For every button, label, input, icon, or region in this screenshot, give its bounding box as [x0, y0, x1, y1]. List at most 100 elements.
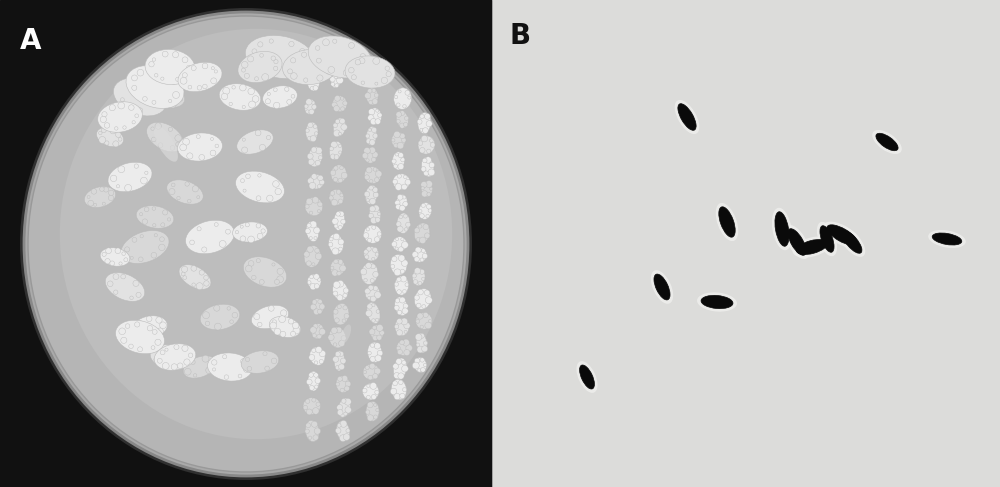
Ellipse shape [316, 402, 320, 406]
Ellipse shape [418, 112, 431, 133]
Ellipse shape [369, 329, 375, 335]
Ellipse shape [719, 207, 735, 237]
Ellipse shape [118, 137, 122, 141]
Ellipse shape [173, 92, 179, 98]
Ellipse shape [396, 204, 401, 209]
Ellipse shape [430, 139, 433, 143]
Ellipse shape [139, 212, 143, 216]
Ellipse shape [184, 359, 190, 365]
Ellipse shape [159, 244, 165, 251]
Ellipse shape [395, 200, 400, 206]
Ellipse shape [397, 226, 403, 232]
Ellipse shape [392, 179, 397, 184]
Ellipse shape [132, 85, 137, 91]
Ellipse shape [368, 213, 373, 218]
Ellipse shape [398, 90, 401, 93]
Ellipse shape [336, 61, 340, 65]
Ellipse shape [312, 263, 315, 266]
Ellipse shape [154, 74, 158, 77]
Ellipse shape [241, 358, 246, 364]
Ellipse shape [305, 197, 323, 216]
Ellipse shape [355, 59, 361, 65]
Ellipse shape [401, 318, 408, 325]
Ellipse shape [928, 230, 966, 248]
Ellipse shape [334, 154, 339, 159]
Ellipse shape [269, 317, 301, 337]
Ellipse shape [375, 119, 381, 124]
Ellipse shape [369, 147, 375, 153]
Ellipse shape [367, 246, 371, 251]
Ellipse shape [311, 174, 317, 179]
Ellipse shape [395, 318, 409, 336]
Ellipse shape [132, 75, 137, 81]
Ellipse shape [371, 264, 376, 269]
Ellipse shape [377, 335, 382, 340]
Ellipse shape [329, 141, 342, 160]
Ellipse shape [205, 321, 210, 326]
Ellipse shape [404, 330, 407, 333]
Ellipse shape [366, 80, 371, 85]
Ellipse shape [313, 324, 318, 329]
Ellipse shape [183, 74, 186, 77]
Ellipse shape [315, 248, 320, 253]
Ellipse shape [425, 181, 432, 187]
Ellipse shape [367, 402, 373, 408]
Ellipse shape [385, 66, 390, 71]
Ellipse shape [103, 187, 109, 192]
Ellipse shape [329, 196, 333, 200]
Ellipse shape [242, 138, 245, 141]
Ellipse shape [364, 249, 368, 254]
Ellipse shape [344, 314, 349, 318]
Ellipse shape [369, 186, 373, 190]
Ellipse shape [329, 189, 344, 205]
Ellipse shape [343, 101, 347, 106]
Ellipse shape [336, 74, 342, 79]
Ellipse shape [91, 188, 97, 194]
Ellipse shape [370, 279, 374, 282]
Ellipse shape [333, 281, 348, 300]
Ellipse shape [118, 166, 125, 173]
Ellipse shape [420, 114, 424, 119]
Ellipse shape [366, 167, 372, 173]
Ellipse shape [331, 165, 347, 183]
Ellipse shape [257, 233, 263, 239]
Ellipse shape [343, 70, 349, 76]
Ellipse shape [394, 373, 400, 379]
Ellipse shape [255, 77, 259, 81]
Ellipse shape [371, 82, 376, 86]
Ellipse shape [370, 356, 376, 362]
Ellipse shape [104, 123, 110, 128]
Ellipse shape [308, 36, 372, 78]
Ellipse shape [312, 197, 319, 203]
Ellipse shape [183, 356, 217, 378]
Ellipse shape [345, 381, 351, 387]
Ellipse shape [290, 331, 296, 337]
Ellipse shape [397, 277, 401, 281]
Ellipse shape [147, 325, 153, 331]
Ellipse shape [421, 187, 424, 190]
Ellipse shape [187, 199, 191, 203]
Ellipse shape [337, 281, 344, 287]
Ellipse shape [827, 225, 857, 245]
Ellipse shape [421, 135, 428, 142]
Ellipse shape [339, 247, 343, 251]
Ellipse shape [310, 52, 314, 56]
Ellipse shape [305, 429, 309, 433]
Ellipse shape [154, 234, 157, 237]
Ellipse shape [341, 336, 346, 341]
Ellipse shape [256, 224, 261, 228]
Ellipse shape [181, 272, 185, 276]
Ellipse shape [319, 180, 325, 185]
Ellipse shape [307, 79, 311, 84]
Ellipse shape [156, 317, 162, 323]
Ellipse shape [243, 366, 250, 373]
Ellipse shape [310, 347, 325, 365]
Ellipse shape [292, 322, 299, 329]
Ellipse shape [214, 223, 218, 226]
Ellipse shape [310, 221, 317, 228]
Ellipse shape [371, 394, 376, 399]
Ellipse shape [244, 74, 249, 78]
Ellipse shape [100, 248, 130, 266]
Ellipse shape [227, 307, 230, 310]
Ellipse shape [333, 291, 338, 296]
